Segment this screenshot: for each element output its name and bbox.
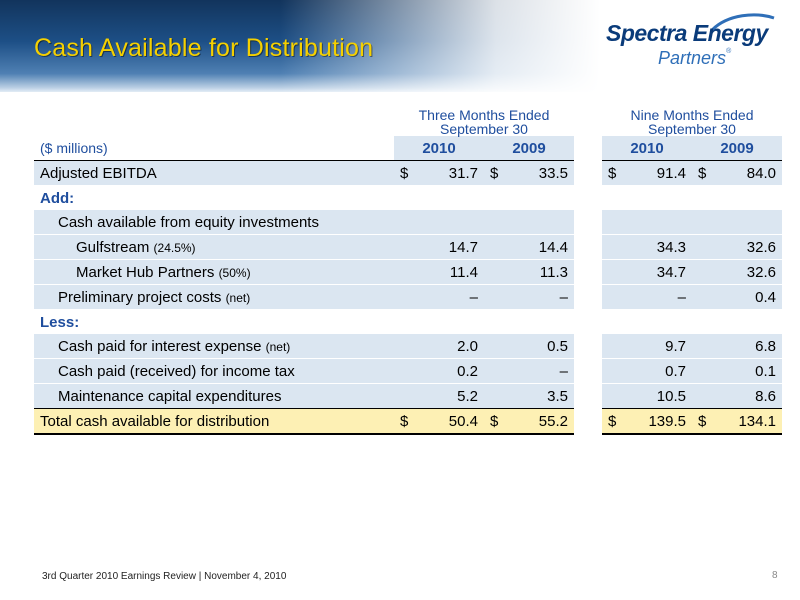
row-label: Total cash available for distribution: [34, 408, 394, 435]
row-label: Cash paid (received) for income tax: [34, 358, 394, 384]
section-heading: Less:: [34, 309, 394, 334]
cash-distribution-table: Three Months Ended September 30 Nine Mon…: [34, 108, 782, 435]
row-label: Maintenance capital expenditures: [34, 383, 394, 409]
table-row-income-tax: Cash paid (received) for income tax 0.2 …: [34, 358, 782, 384]
row-label: Cash available from equity investments: [34, 210, 394, 235]
header-bottom-fade: [0, 88, 800, 108]
value-cell: 34.3: [602, 234, 692, 260]
value-cell: 3.5: [484, 383, 574, 409]
row-label: Cash paid for interest expense (net): [34, 334, 394, 359]
value-cell: 34.7: [602, 259, 692, 285]
year-header: 2010: [602, 136, 692, 161]
units-label: ($ millions): [34, 136, 394, 161]
three-months-header: Three Months Ended September 30: [418, 107, 550, 137]
units-year-row: ($ millions) 2010 2009 2010 2009: [34, 136, 782, 161]
slide-title: Cash Available for Distribution: [34, 34, 374, 62]
value-cell: $31.7: [394, 160, 484, 186]
value-cell: 11.4: [394, 259, 484, 285]
value-cell: –: [484, 358, 574, 384]
year-header: 2009: [484, 136, 574, 161]
footer-text: 3rd Quarter 2010 Earnings Review | Novem…: [42, 571, 287, 582]
row-label: Gulfstream (24.5%): [34, 234, 394, 260]
value-cell: $139.5: [602, 408, 692, 435]
value-cell: 0.1: [692, 358, 782, 384]
value-cell: 0.4: [692, 284, 782, 310]
value-cell: $84.0: [692, 160, 782, 186]
group-header-row: Three Months Ended September 30 Nine Mon…: [34, 108, 782, 136]
row-label: Preliminary project costs (net): [34, 284, 394, 310]
value-cell: $33.5: [484, 160, 574, 186]
table-row-equity: Cash available from equity investments: [34, 210, 782, 235]
value-cell: $134.1: [692, 408, 782, 435]
table-row-preliminary: Preliminary project costs (net) – – – 0.…: [34, 284, 782, 310]
value-cell: 32.6: [692, 259, 782, 285]
value-cell: 8.6: [692, 383, 782, 409]
company-logo: Spectra Energy Partners®: [606, 12, 776, 72]
table-row-total: Total cash available for distribution $5…: [34, 408, 782, 435]
value-cell: –: [602, 284, 692, 310]
value-cell: 14.7: [394, 234, 484, 260]
value-cell: 10.5: [602, 383, 692, 409]
value-cell: –: [484, 284, 574, 310]
nine-months-header: Nine Months Ended September 30: [630, 107, 754, 137]
row-label: Adjusted EBITDA: [34, 160, 394, 186]
year-header: 2009: [692, 136, 782, 161]
value-cell: 32.6: [692, 234, 782, 260]
value-cell: –: [394, 284, 484, 310]
table-row-add: Add:: [34, 185, 782, 210]
logo-swoosh-icon: [710, 13, 775, 32]
value-cell: 2.0: [394, 334, 484, 359]
table-row-maintenance: Maintenance capital expenditures 5.2 3.5…: [34, 383, 782, 409]
table-row-market-hub: Market Hub Partners (50%) 11.4 11.3 34.7…: [34, 259, 782, 285]
year-header: 2010: [394, 136, 484, 161]
section-heading: Add:: [34, 185, 394, 210]
table-row-gulfstream: Gulfstream (24.5%) 14.7 14.4 34.3 32.6: [34, 234, 782, 260]
table-row-less: Less:: [34, 309, 782, 334]
table-row-adjusted-ebitda: Adjusted EBITDA $31.7 $33.5 $91.4 $84.0: [34, 160, 782, 186]
value-cell: 11.3: [484, 259, 574, 285]
table-row-interest: Cash paid for interest expense (net) 2.0…: [34, 334, 782, 359]
value-cell: 0.7: [602, 358, 692, 384]
value-cell: 5.2: [394, 383, 484, 409]
value-cell: 0.5: [484, 334, 574, 359]
row-label: Market Hub Partners (50%): [34, 259, 394, 285]
value-cell: 6.8: [692, 334, 782, 359]
value-cell: $50.4: [394, 408, 484, 435]
value-cell: 0.2: [394, 358, 484, 384]
value-cell: 14.4: [484, 234, 574, 260]
page-number: 8: [772, 570, 778, 581]
logo-name: Spectra Energy: [606, 20, 768, 46]
value-cell: $55.2: [484, 408, 574, 435]
header-fade: [0, 0, 800, 92]
value-cell: $91.4: [602, 160, 692, 186]
value-cell: 9.7: [602, 334, 692, 359]
logo-sub: Partners®: [658, 48, 732, 68]
